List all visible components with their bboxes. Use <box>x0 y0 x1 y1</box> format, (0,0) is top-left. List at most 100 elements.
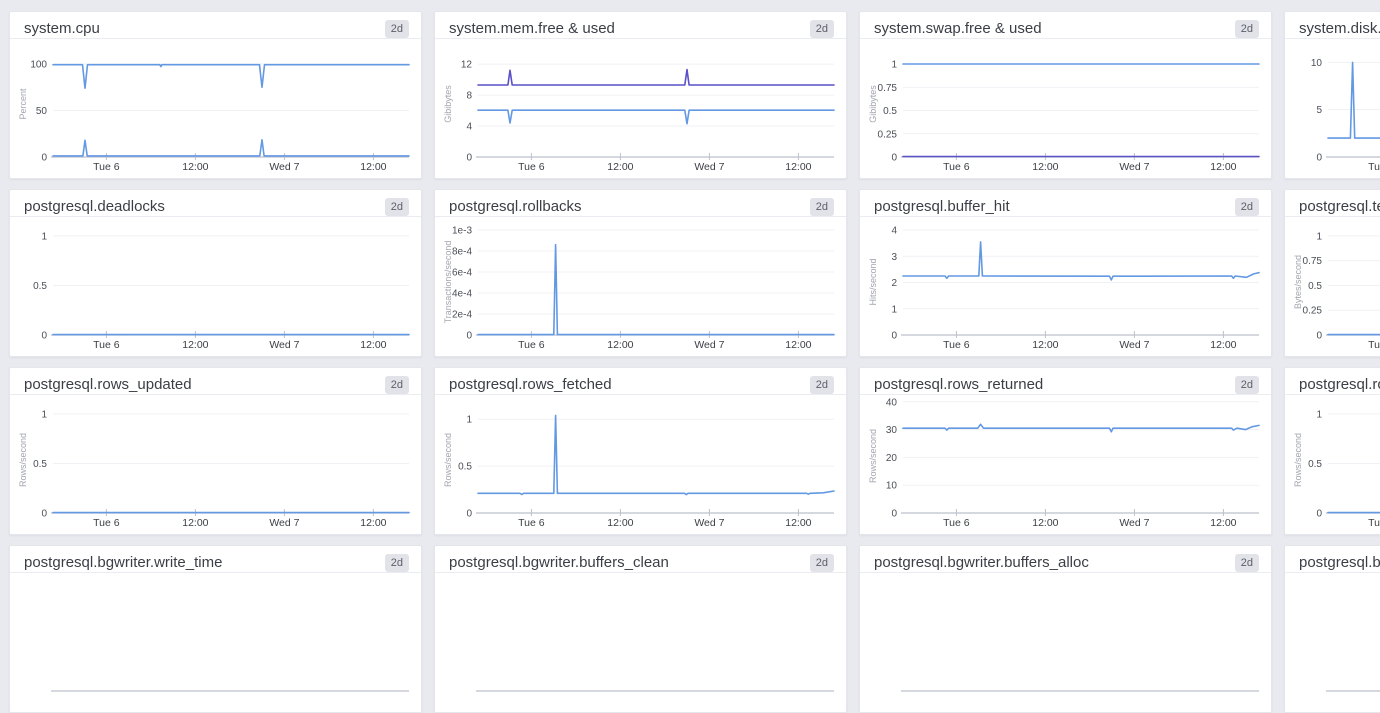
metric-panel[interactable]: system.swap.free & used 2d 0 0.25 0.5 0.75 1… <box>859 11 1272 179</box>
chart-area[interactable]: 0 10 20 30 40 Tue 6 12:00 Wed 7 12:00 Rows/second <box>860 395 1271 534</box>
chart-area[interactable]: 0 4 8 12 Tue 6 12:00 Wed 7 12:00 Gibibytes <box>435 39 846 178</box>
metric-panel[interactable]: postgresql.temp_bytes 2d 0 0.25 0.5 0.75 1 Tu… <box>1284 189 1380 357</box>
metric-panel[interactable]: system.disk.in_use 2d 0510Tue 612:00Wed … <box>1284 11 1380 179</box>
y-tick-label: 3 <box>891 252 897 263</box>
metric-panel[interactable]: system.mem.free & used 2d 0 4 8 12 Tue 6 12:0… <box>434 11 847 179</box>
y-tick-label: 0 <box>41 153 47 164</box>
chart-area[interactable]: 0 2e-4 4e-4 6e-4 8e-4 1e-3 Tue 6 12:00 Wed 7 12:0… <box>435 217 846 356</box>
metric-panel[interactable]: postgresql.rows_returned 2d 0 10 20 30 40 Tue… <box>859 367 1272 535</box>
chart-area[interactable]: 0 0.25 0.5 0.75 1 Tue 6 12:00 Wed 7 12:00 Gibibyt… <box>860 39 1271 178</box>
y-axis-unit-label: Gibibytes <box>868 85 878 123</box>
metric-panel[interactable]: system.cpu 2d 0 50 100 Tue 6 12:00 Wed 7 12:00… <box>9 11 422 179</box>
x-tick-label: 12:00 <box>1210 517 1236 529</box>
x-tick-label: Tue 6 <box>518 339 545 351</box>
metric-panel[interactable]: postgresql.rollbacks 2d 0 2e-4 4e-4 6e-4 8e-… <box>434 189 847 357</box>
chart-svg: 0 0.5 1 Tue 6 12:00 Wed 7 12:00 Rows/second <box>443 414 835 529</box>
y-tick-label: 0.5 <box>33 459 47 470</box>
timeframe-badge[interactable]: 2d <box>809 20 834 38</box>
y-tick-label: 0.5 <box>458 462 472 473</box>
x-tick-label: 12:00 <box>360 339 386 351</box>
chart-svg: 0 0.25 0.5 0.75 1 Tue 6 12:00 Wed 7 12:00 Gibibyt… <box>868 60 1260 173</box>
x-tick-label: Wed 7 <box>269 517 299 529</box>
timeframe-badge[interactable]: 2d <box>809 376 834 394</box>
metric-panel[interactable]: postgresql.bgwriter.buffers_checkpoint 2… <box>1284 545 1380 713</box>
timeframe-badge[interactable]: 2d <box>809 198 834 216</box>
y-tick-label: 0.5 <box>1308 459 1322 470</box>
panel-title: postgresql.rows_fetched <box>449 376 612 393</box>
panel-header: postgresql.rows_returned 2d <box>860 368 1271 395</box>
panel-title: postgresql.rollbacks <box>449 198 582 215</box>
chart-svg <box>901 690 1259 692</box>
y-axis-unit-label: Hits/second <box>868 258 878 305</box>
x-tick-label: 12:00 <box>182 161 208 173</box>
y-tick-label: 0 <box>41 331 47 342</box>
metric-panel[interactable]: postgresql.deadlocks 2d 0 0.5 1 Tue 6 12:00 W… <box>9 189 422 357</box>
y-tick-label: 0.5 <box>1308 281 1322 292</box>
y-tick-label: 0.25 <box>1303 306 1323 317</box>
chart-area[interactable] <box>860 573 1271 712</box>
chart-svg: 0 1 2 3 4 Tue 6 12:00 Wed 7 12:00 Hits/second <box>868 226 1260 351</box>
panel-header: postgresql.rows_updated 2d <box>10 368 421 395</box>
y-tick-label: 12 <box>461 60 473 71</box>
metric-panel[interactable]: postgresql.rows_updated 2d 0 0.5 1 Tue 6 12:… <box>9 367 422 535</box>
metric-panel[interactable]: postgresql.buffer_hit 2d 0 1 2 3 4 Tue 6 12:00… <box>859 189 1272 357</box>
chart-area[interactable] <box>435 573 846 712</box>
series-line <box>477 68 835 86</box>
x-tick-label: Tue 6 <box>943 517 970 529</box>
y-tick-label: 0 <box>466 509 472 520</box>
timeframe-badge[interactable]: 2d <box>1234 198 1259 216</box>
chart-svg <box>476 690 834 692</box>
panel-header: postgresql.rows_inserted 2d <box>1285 368 1380 395</box>
panel-header: postgresql.bgwriter.buffers_checkpoint 2… <box>1285 546 1380 573</box>
metric-panel[interactable]: postgresql.bgwriter.write_time 2d <box>9 545 422 713</box>
timeframe-badge[interactable]: 2d <box>1234 554 1259 572</box>
y-tick-label: 0.75 <box>878 83 898 94</box>
metric-panel[interactable]: postgresql.bgwriter.buffers_alloc 2d <box>859 545 1272 713</box>
metric-panel[interactable]: postgresql.bgwriter.buffers_clean 2d <box>434 545 847 713</box>
x-tick-label: 12:00 <box>182 517 208 529</box>
chart-area[interactable]: 0 50 100 Tue 6 12:00 Wed 7 12:00 Percent <box>10 39 421 178</box>
timeframe-badge[interactable]: 2d <box>809 554 834 572</box>
panel-header: postgresql.bgwriter.buffers_clean 2d <box>435 546 846 573</box>
chart-area[interactable] <box>1285 573 1380 712</box>
y-tick-label: 2e-4 <box>452 310 472 321</box>
chart-svg: 0 0.5 1 Tue 6 12:00 Wed 7 12:00 Rows/second <box>18 409 410 529</box>
timeframe-badge[interactable]: 2d <box>1234 20 1259 38</box>
y-tick-label: 1 <box>891 304 897 315</box>
chart-area[interactable]: 0 0.5 1 Tue 6 12:00 Wed 7 12:00 <box>10 217 421 356</box>
y-tick-label: 4e-4 <box>452 289 472 300</box>
x-tick-label: 12:00 <box>1032 517 1058 529</box>
panel-header: system.swap.free & used 2d <box>860 12 1271 39</box>
timeframe-badge[interactable]: 2d <box>384 198 409 216</box>
metric-panel[interactable]: postgresql.rows_fetched 2d 0 0.5 1 Tue 6 12:… <box>434 367 847 535</box>
x-tick-label: 12:00 <box>1210 339 1236 351</box>
x-tick-label: 12:00 <box>607 517 633 529</box>
y-axis-unit-label: Rows/second <box>18 433 28 487</box>
y-tick-label: 0 <box>41 509 47 520</box>
panel-header: postgresql.rollbacks 2d <box>435 190 846 217</box>
timeframe-badge[interactable]: 2d <box>384 376 409 394</box>
timeframe-badge[interactable]: 2d <box>384 20 409 38</box>
panel-title: system.mem.free & used <box>449 20 615 37</box>
y-tick-label: 0 <box>891 153 897 164</box>
y-tick-label: 0 <box>891 509 897 520</box>
x-tick-label: 12:00 <box>182 339 208 351</box>
x-tick-label: Tue 6 <box>93 339 120 351</box>
y-tick-label: 0 <box>466 153 472 164</box>
y-axis-unit-label: Rows/second <box>868 429 878 483</box>
x-tick-label: Wed 7 <box>694 517 724 529</box>
panel-header: postgresql.rows_fetched 2d <box>435 368 846 395</box>
timeframe-badge[interactable]: 2d <box>1234 376 1259 394</box>
panel-title: system.cpu <box>24 20 100 37</box>
x-tick-label: Wed 7 <box>269 339 299 351</box>
chart-area[interactable]: 0 1 2 3 4 Tue 6 12:00 Wed 7 12:00 Hits/second <box>860 217 1271 356</box>
timeframe-badge[interactable]: 2d <box>384 554 409 572</box>
chart-area[interactable] <box>10 573 421 712</box>
panel-title: postgresql.rows_returned <box>874 376 1044 393</box>
